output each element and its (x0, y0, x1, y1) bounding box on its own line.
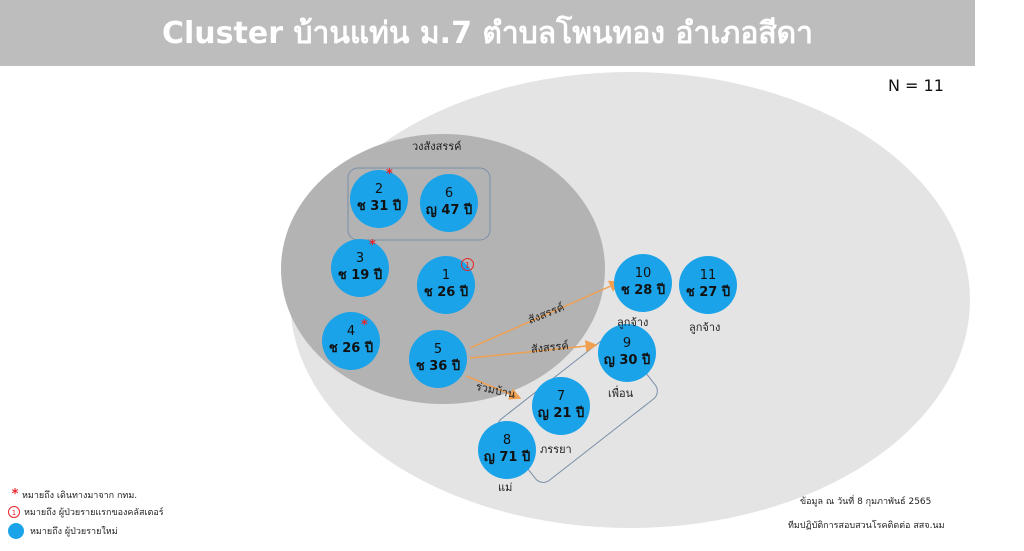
source-date: ข้อมูล ณ วันที่ 8 กุมภาพันธ์ 2565 (800, 497, 932, 507)
star-icon: * (11, 487, 19, 502)
case-node-7: 7 ญ 21 ปี (532, 377, 590, 435)
case-info: ช 26 ปี (328, 341, 374, 356)
circle-marker-icon: 1 (8, 506, 20, 518)
case-node-5: 5 ช 36 ปี (409, 330, 467, 388)
case-number: 5 (433, 342, 443, 357)
case-number: 6 (444, 186, 454, 201)
blue-dot-icon (8, 523, 24, 539)
legend-text: หมายถึง ผู้ป่วยรายใหม่ (30, 527, 118, 537)
legend-item-travel: * หมายถึง เดินทางมาจาก กทม. (8, 487, 138, 502)
link-5-10 (469, 280, 622, 349)
case-number: 4 (346, 324, 356, 339)
case-node-9: 9 ญ 30 ปี (598, 324, 656, 382)
case-info: ช 27 ปี (685, 285, 731, 300)
group-box-2-6 (347, 167, 491, 241)
total-count: N = 11 (888, 76, 944, 95)
travel-star-icon-case-3: * (369, 238, 376, 253)
legend-item-new-case: หมายถึง ผู้ป่วยรายใหม่ (8, 523, 118, 539)
case-9-relation: เพื่อน (608, 387, 634, 400)
case-info: ช 28 ปี (620, 283, 666, 298)
page-title: Cluster บ้านแท่น ม.7 ตำบลโพนทอง อำเภอสีด… (162, 15, 813, 51)
case-info: ญ 30 ปี (603, 353, 651, 368)
case-number: 7 (556, 389, 566, 404)
case-info: ช 26 ปี (423, 285, 469, 300)
case-number: 3 (355, 251, 365, 266)
case-info: ญ 21 ปี (537, 406, 585, 421)
first-case-marker-icon: 1 (461, 258, 474, 271)
case-11-relation: ลูกจ้าง (689, 321, 721, 334)
case-node-8: 8 ญ 71 ปี (478, 421, 536, 479)
link-5-9 (469, 340, 598, 359)
case-node-2: 2 ช 31 ปี (350, 170, 408, 228)
legend-text: หมายถึง เดินทางมาจาก กทม. (22, 490, 138, 501)
case-number: 8 (502, 433, 512, 448)
social-group-label: วงสังสรรค์ (412, 140, 462, 153)
travel-star-icon-case-4: * (361, 318, 368, 333)
case-number: 1 (441, 268, 451, 283)
case-info: ช 19 ปี (337, 268, 383, 283)
case-number: 11 (699, 268, 717, 283)
case-info: ช 36 ปี (415, 359, 461, 374)
case-node-6: 6 ญ 47 ปี (420, 174, 478, 232)
header-bar: Cluster บ้านแท่น ม.7 ตำบลโพนทอง อำเภอสีด… (0, 0, 975, 66)
case-info: ญ 71 ปี (483, 450, 531, 465)
legend-item-first-case: 1 หมายถึง ผู้ป่วยรายแรกของคลัสเตอร์ (8, 505, 164, 519)
case-node-10: 10 ช 28 ปี (614, 254, 672, 312)
case-node-4: 4 ช 26 ปี (322, 312, 380, 370)
travel-star-icon-case-2: * (386, 167, 393, 182)
source-team: ทีมปฏิบัติการสอบสวนโรคติดต่อ สสจ.นม (788, 521, 945, 531)
legend-text: หมายถึง ผู้ป่วยรายแรกของคลัสเตอร์ (24, 508, 164, 518)
case-node-3: 3 ช 19 ปี (331, 239, 389, 297)
case-10-relation: ลูกจ้าง (617, 316, 649, 329)
case-number: 9 (622, 336, 632, 351)
case-info: ญ 47 ปี (425, 203, 473, 218)
case-node-11: 11 ช 27 ปี (679, 256, 737, 314)
case-info: ช 31 ปี (356, 199, 402, 214)
case-7-relation: ภรรยา (540, 443, 572, 456)
link-5-7 (465, 375, 522, 400)
case-8-relation: แม่ (498, 481, 513, 494)
case-number: 2 (374, 182, 384, 197)
case-number: 10 (634, 266, 652, 281)
